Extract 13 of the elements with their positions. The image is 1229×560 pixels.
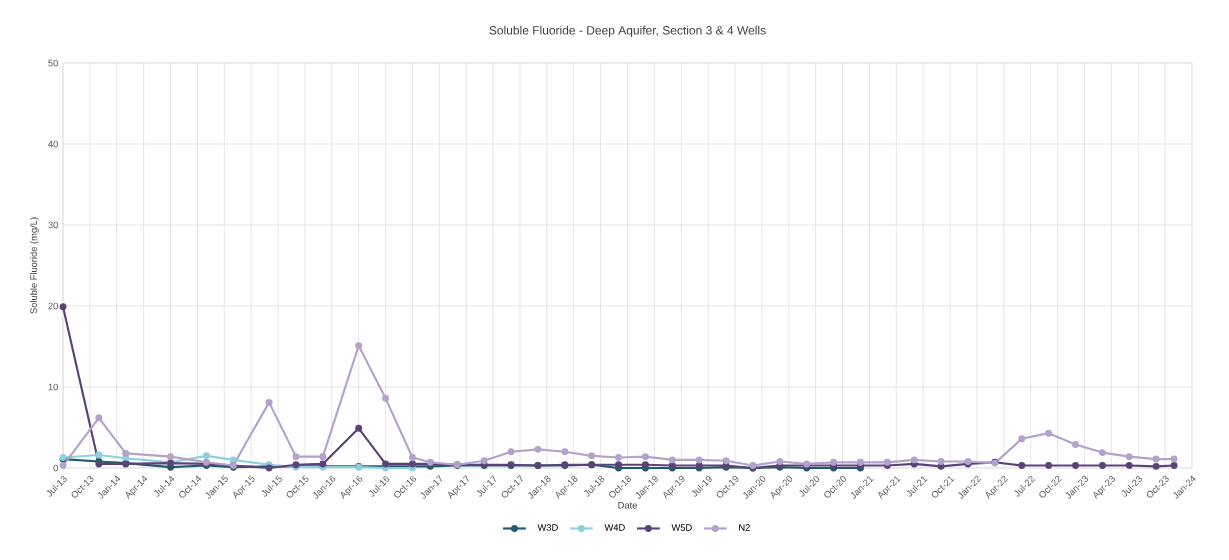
legend-label: N2	[739, 524, 750, 531]
legend-label: W4D	[604, 524, 625, 531]
x-axis-title: Date	[618, 502, 637, 509]
y-tick-label: 10	[48, 383, 58, 391]
legend-label: W5D	[671, 524, 692, 531]
y-tick-label: 40	[48, 140, 58, 148]
chart-title: Soluble Fluoride - Deep Aquifer, Section 3 & 4 Wells	[489, 25, 766, 37]
y-axis-title: Soluble Fluoride (mg/L)	[30, 217, 39, 314]
y-tick-label: 50	[48, 59, 58, 67]
y-tick-label: 20	[48, 302, 58, 310]
legend-label: W3D	[537, 524, 558, 531]
y-tick-label: 30	[48, 221, 58, 229]
y-tick-label: 0	[53, 464, 58, 472]
